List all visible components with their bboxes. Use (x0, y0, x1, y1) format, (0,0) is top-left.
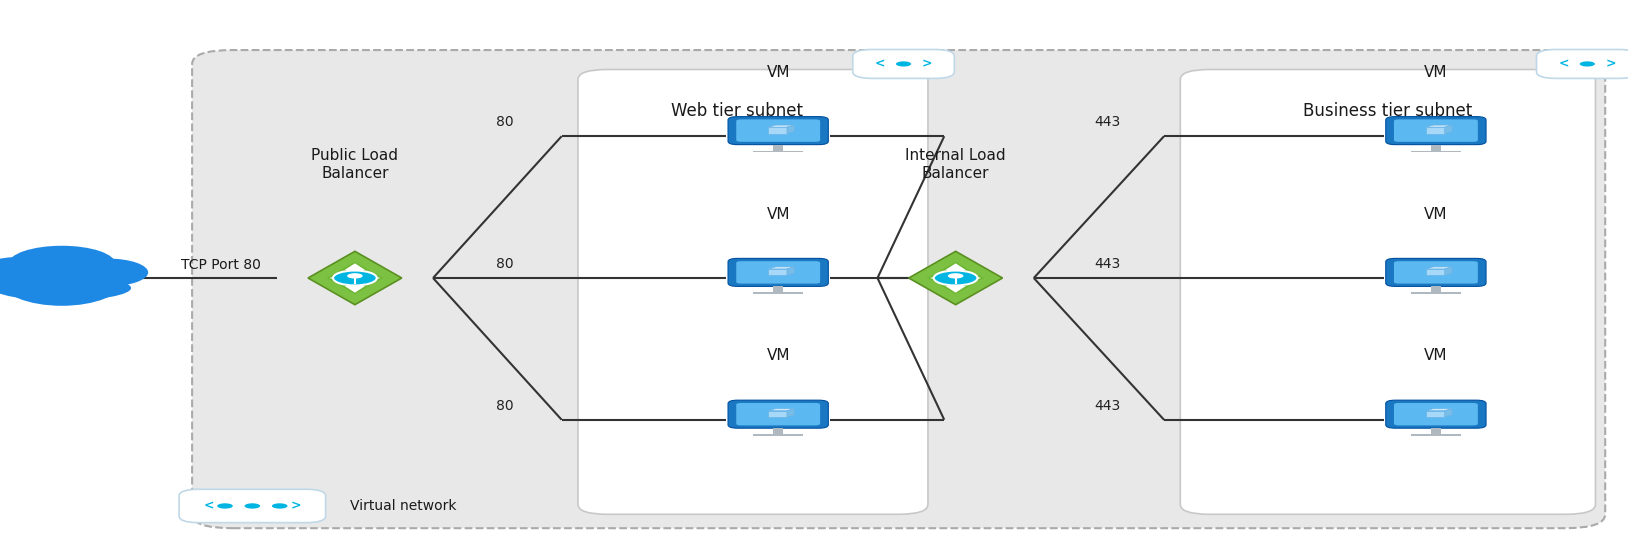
Polygon shape (768, 125, 794, 127)
Bar (754, 292, 803, 294)
FancyBboxPatch shape (1394, 261, 1478, 284)
FancyBboxPatch shape (728, 259, 829, 286)
Polygon shape (768, 127, 786, 133)
Text: TCP Port 80: TCP Port 80 (181, 257, 262, 272)
Polygon shape (308, 251, 402, 305)
FancyBboxPatch shape (736, 261, 821, 284)
Text: Virtual network: Virtual network (350, 499, 456, 513)
Text: >: > (921, 57, 933, 71)
Polygon shape (930, 275, 941, 281)
Text: VM: VM (1424, 349, 1447, 363)
Bar (1411, 292, 1460, 294)
Polygon shape (970, 275, 982, 281)
Circle shape (1579, 61, 1595, 67)
Circle shape (0, 257, 67, 288)
Bar (1431, 145, 1441, 151)
Bar (773, 286, 783, 292)
Text: VM: VM (1424, 65, 1447, 80)
FancyBboxPatch shape (192, 50, 1605, 528)
Polygon shape (1426, 125, 1452, 127)
Text: 80: 80 (497, 115, 513, 130)
Circle shape (244, 503, 260, 509)
Polygon shape (768, 269, 786, 275)
Bar (1431, 428, 1441, 434)
FancyBboxPatch shape (1180, 70, 1595, 514)
Text: <: < (1558, 57, 1569, 71)
Circle shape (934, 271, 977, 285)
Text: VM: VM (767, 207, 790, 221)
Circle shape (947, 273, 964, 279)
Text: 80: 80 (497, 257, 513, 271)
Bar (773, 145, 783, 151)
Polygon shape (1444, 125, 1452, 133)
Text: >: > (1605, 57, 1617, 71)
Text: <: < (874, 57, 886, 71)
Bar (1411, 434, 1460, 436)
Text: VM: VM (1424, 207, 1447, 221)
Text: 80: 80 (497, 399, 513, 413)
FancyBboxPatch shape (578, 70, 928, 514)
FancyBboxPatch shape (1385, 117, 1486, 145)
Polygon shape (327, 262, 383, 294)
Text: >: > (291, 499, 301, 513)
Bar (754, 151, 803, 152)
FancyBboxPatch shape (1394, 120, 1478, 142)
FancyBboxPatch shape (1537, 49, 1628, 78)
Polygon shape (1426, 269, 1444, 275)
FancyBboxPatch shape (179, 489, 326, 523)
Polygon shape (345, 264, 365, 270)
Polygon shape (1426, 411, 1444, 417)
Circle shape (334, 271, 376, 285)
Polygon shape (946, 264, 965, 270)
Ellipse shape (0, 256, 122, 306)
FancyBboxPatch shape (1394, 403, 1478, 425)
Polygon shape (1444, 267, 1452, 275)
Polygon shape (768, 267, 794, 269)
Text: 443: 443 (1094, 115, 1120, 130)
Polygon shape (786, 409, 794, 417)
Circle shape (272, 503, 288, 509)
Circle shape (895, 61, 912, 67)
Circle shape (8, 246, 116, 282)
Circle shape (67, 259, 148, 286)
Polygon shape (786, 125, 794, 133)
Bar (1431, 286, 1441, 292)
Text: Public Load
Balancer: Public Load Balancer (311, 148, 399, 181)
FancyBboxPatch shape (728, 117, 829, 145)
Polygon shape (908, 251, 1003, 305)
FancyBboxPatch shape (736, 120, 821, 142)
Circle shape (347, 273, 363, 279)
Polygon shape (1444, 409, 1452, 417)
Text: Business tier subnet: Business tier subnet (1304, 102, 1472, 120)
Polygon shape (1426, 127, 1444, 133)
Text: VM: VM (767, 65, 790, 80)
Polygon shape (329, 275, 340, 281)
Bar (773, 428, 783, 434)
FancyBboxPatch shape (728, 400, 829, 428)
Text: <: < (204, 499, 213, 513)
Text: Internal Load
Balancer: Internal Load Balancer (905, 148, 1006, 181)
FancyBboxPatch shape (1385, 400, 1486, 428)
Polygon shape (946, 286, 965, 292)
Polygon shape (345, 286, 365, 292)
FancyBboxPatch shape (1385, 259, 1486, 286)
Polygon shape (768, 411, 786, 417)
FancyBboxPatch shape (853, 49, 954, 78)
Ellipse shape (0, 275, 130, 300)
Text: 443: 443 (1094, 257, 1120, 271)
Polygon shape (928, 262, 983, 294)
Polygon shape (1426, 409, 1452, 411)
Circle shape (217, 503, 233, 509)
Polygon shape (1426, 267, 1452, 269)
Polygon shape (768, 409, 794, 411)
Text: Web tier subnet: Web tier subnet (671, 102, 803, 120)
Bar (754, 434, 803, 436)
Text: VM: VM (767, 349, 790, 363)
Text: 443: 443 (1094, 399, 1120, 413)
Polygon shape (786, 267, 794, 275)
Bar (1411, 151, 1460, 152)
Polygon shape (370, 275, 381, 281)
FancyBboxPatch shape (736, 403, 821, 425)
